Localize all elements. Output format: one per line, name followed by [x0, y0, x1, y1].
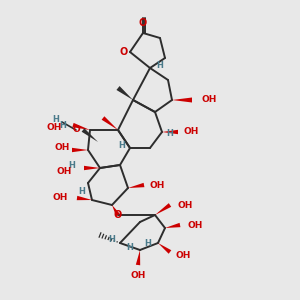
Polygon shape [72, 123, 90, 130]
Text: OH: OH [202, 95, 218, 104]
Text: H: H [79, 188, 86, 196]
Text: H: H [52, 116, 59, 124]
Polygon shape [136, 250, 140, 265]
Polygon shape [165, 223, 180, 228]
Text: OH: OH [188, 220, 203, 230]
Text: O: O [72, 125, 80, 134]
Text: H: H [60, 121, 66, 130]
Polygon shape [172, 98, 192, 103]
Text: H: H [109, 236, 116, 244]
Text: H: H [118, 140, 125, 149]
Text: H: H [68, 160, 75, 169]
Polygon shape [128, 183, 144, 188]
Polygon shape [102, 116, 118, 130]
Text: OH: OH [184, 128, 200, 136]
Polygon shape [72, 148, 88, 152]
Polygon shape [158, 243, 171, 254]
Polygon shape [116, 86, 133, 100]
Polygon shape [77, 196, 92, 200]
Text: OH: OH [177, 200, 192, 209]
Polygon shape [82, 128, 98, 142]
Text: OH: OH [55, 143, 70, 152]
Text: O: O [139, 18, 147, 28]
Polygon shape [155, 203, 171, 215]
Text: O: O [120, 47, 128, 57]
Polygon shape [112, 205, 120, 216]
Text: OH: OH [46, 122, 62, 131]
Text: OH: OH [52, 194, 68, 202]
Text: OH: OH [57, 167, 72, 176]
Text: H: H [167, 130, 173, 139]
Text: OH: OH [130, 272, 146, 280]
Polygon shape [162, 130, 178, 134]
Text: O: O [114, 210, 122, 220]
Polygon shape [84, 166, 100, 170]
Text: H: H [157, 61, 164, 70]
Text: H: H [127, 244, 134, 253]
Text: H: H [145, 238, 152, 247]
Text: OH: OH [150, 181, 165, 190]
Text: OH: OH [176, 250, 191, 260]
